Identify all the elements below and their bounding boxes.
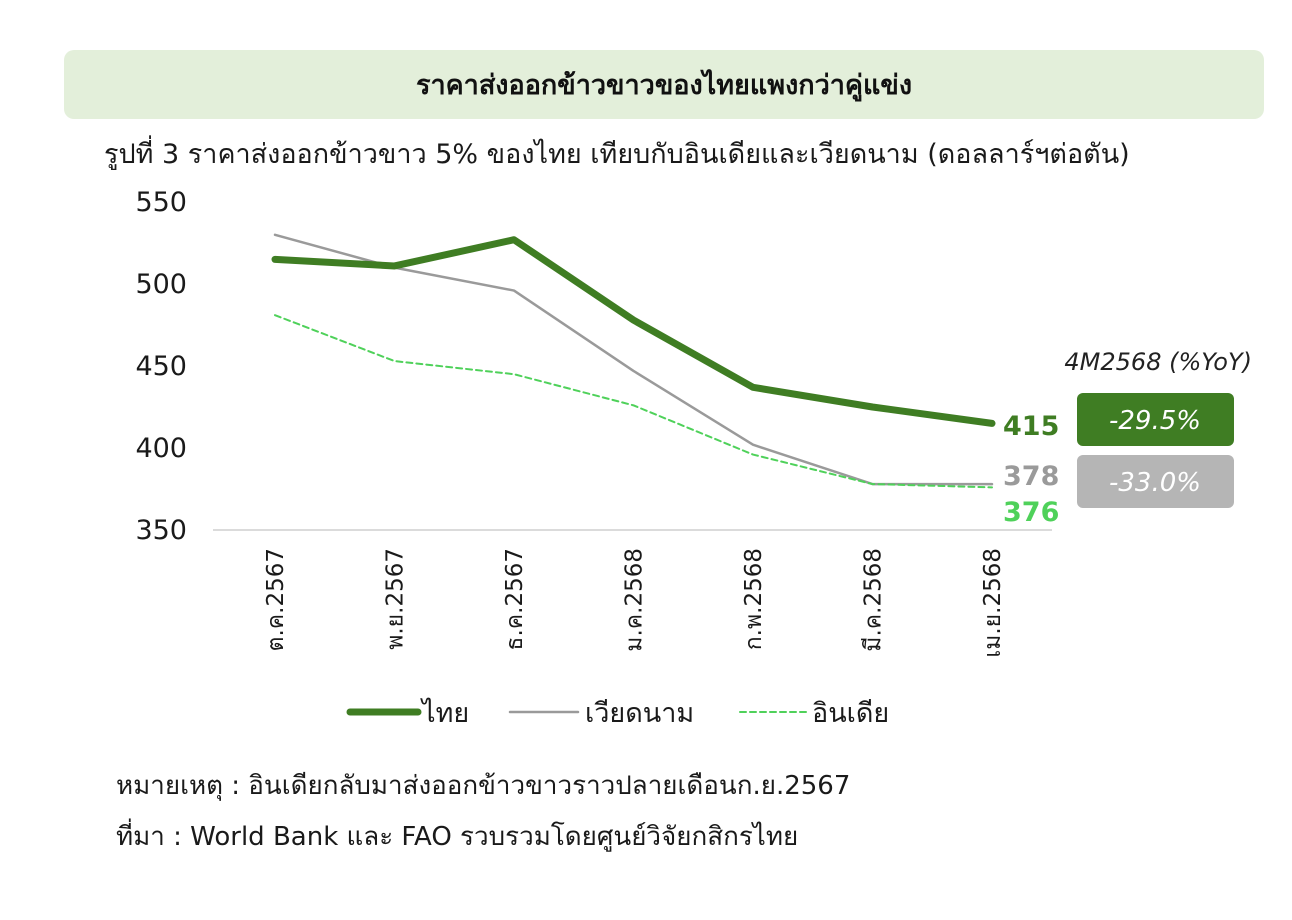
end-label: 415 xyxy=(1003,411,1059,442)
banner-title: ราคาส่งออกข้าวขาวของไทยแพงกว่าคู่แข่ง xyxy=(415,70,913,101)
yoy-box-vietnam xyxy=(1077,455,1234,508)
remark-note: หมายเหตุ : อินเดียกลับมาส่งออกข้าวขาวราว… xyxy=(116,771,851,801)
yoy-value-thai: -29.5% xyxy=(1109,406,1201,436)
x-tick-label: มี.ค.2568 xyxy=(861,548,887,652)
legend-label: ไทย xyxy=(420,698,469,729)
end-label: 378 xyxy=(1003,461,1059,492)
chart-title: รูปที่ 3 ราคาส่งออกข้าวขาว 5% ของไทย เที… xyxy=(104,139,1130,170)
legend-label: อินเดีย xyxy=(812,698,889,729)
series-lines xyxy=(271,233,996,489)
yoy-panel: 4M2568 (%YoY) -29.5% -33.0% xyxy=(1064,348,1252,508)
end-label: 376 xyxy=(1003,497,1059,528)
series-line-2 xyxy=(274,314,993,489)
y-tick-label: 500 xyxy=(135,269,187,300)
yoy-box-thai xyxy=(1077,393,1234,446)
x-tick-label: ก.พ.2568 xyxy=(741,548,767,650)
yoy-value-vietnam: -33.0% xyxy=(1109,468,1201,498)
legend-label: เวียดนาม xyxy=(585,698,694,729)
x-tick-label: ต.ค.2567 xyxy=(263,548,289,651)
x-tick-label: ธ.ค.2567 xyxy=(502,548,528,651)
y-tick-label: 550 xyxy=(135,187,187,218)
y-tick-label: 400 xyxy=(135,433,187,464)
x-tick-label: เม.ย.2568 xyxy=(980,548,1006,658)
x-axis-ticks: ต.ค.2567 พ.ย.2567 ธ.ค.2567 ม.ค.2568 ก.พ.2568… xyxy=(263,548,1006,658)
yoy-title: 4M2568 (%YoY) xyxy=(1064,348,1252,376)
series-line-0 xyxy=(271,236,996,427)
end-labels: 415 378 376 xyxy=(1003,411,1059,528)
source-note: ที่มา : World Bank และ FAO รวบรวมโดยศูนย… xyxy=(116,822,799,852)
legend: ไทย เวียดนาม อินเดีย xyxy=(346,698,889,729)
x-tick-label: พ.ย.2567 xyxy=(383,548,409,650)
y-tick-label: 450 xyxy=(135,351,187,382)
x-tick-label: ม.ค.2568 xyxy=(622,548,648,652)
y-tick-label: 350 xyxy=(135,515,187,546)
title-banner: ราคาส่งออกข้าวขาวของไทยแพงกว่าคู่แข่ง xyxy=(64,50,1264,119)
series-line-1 xyxy=(273,233,994,486)
y-axis-ticks: 550 500 450 400 350 xyxy=(135,187,187,546)
